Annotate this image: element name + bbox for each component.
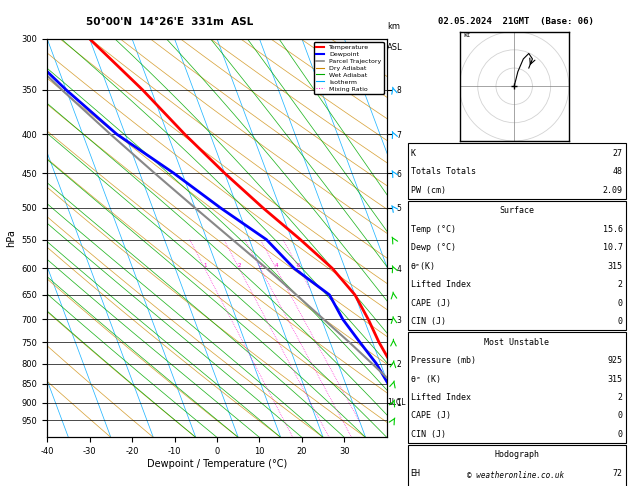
Text: 27: 27	[613, 149, 623, 158]
Text: CAPE (J): CAPE (J)	[411, 412, 451, 420]
Text: 15.6: 15.6	[603, 225, 623, 234]
Text: 3: 3	[259, 263, 262, 268]
Text: © weatheronline.co.uk: © weatheronline.co.uk	[467, 471, 564, 480]
Text: 1: 1	[203, 263, 206, 268]
Text: PW (cm): PW (cm)	[411, 186, 446, 195]
Text: 2: 2	[237, 263, 241, 268]
Text: kt: kt	[463, 32, 470, 38]
Text: CAPE (J): CAPE (J)	[411, 299, 451, 308]
Text: km: km	[387, 22, 400, 31]
Text: Hodograph: Hodograph	[494, 451, 539, 459]
Text: Lifted Index: Lifted Index	[411, 393, 470, 402]
Text: Dewp (°C): Dewp (°C)	[411, 243, 456, 252]
Text: Temp (°C): Temp (°C)	[411, 225, 456, 234]
Text: 10.7: 10.7	[603, 243, 623, 252]
Text: ASL: ASL	[387, 43, 403, 52]
Text: Most Unstable: Most Unstable	[484, 338, 549, 347]
Text: EH: EH	[411, 469, 421, 478]
X-axis label: Dewpoint / Temperature (°C): Dewpoint / Temperature (°C)	[147, 459, 287, 469]
Text: 2.09: 2.09	[603, 186, 623, 195]
Text: 925: 925	[608, 356, 623, 365]
Text: 315: 315	[608, 375, 623, 383]
Text: 1LCL: 1LCL	[387, 398, 406, 407]
Text: Pressure (mb): Pressure (mb)	[411, 356, 476, 365]
Text: 50°00'N  14°26'E  331m  ASL: 50°00'N 14°26'E 331m ASL	[86, 17, 253, 27]
Text: 48: 48	[613, 168, 623, 176]
Text: Lifted Index: Lifted Index	[411, 280, 470, 289]
Text: 315: 315	[608, 262, 623, 271]
Text: Mixing Ratio (g/kg): Mixing Ratio (g/kg)	[431, 202, 440, 275]
Text: 0: 0	[618, 430, 623, 439]
Text: 02.05.2024  21GMT  (Base: 06): 02.05.2024 21GMT (Base: 06)	[438, 17, 594, 26]
Text: 0: 0	[618, 412, 623, 420]
Text: 0: 0	[618, 317, 623, 326]
Text: CIN (J): CIN (J)	[411, 430, 446, 439]
Text: 2: 2	[618, 393, 623, 402]
Y-axis label: hPa: hPa	[6, 229, 16, 247]
Legend: Temperature, Dewpoint, Parcel Trajectory, Dry Adiabat, Wet Adiabat, Isotherm, Mi: Temperature, Dewpoint, Parcel Trajectory…	[314, 42, 384, 94]
Text: 0: 0	[618, 299, 623, 308]
Text: 4: 4	[274, 263, 278, 268]
Text: 6: 6	[297, 263, 301, 268]
Text: 72: 72	[613, 469, 623, 478]
Text: θᵉ(K): θᵉ(K)	[411, 262, 436, 271]
Text: 2: 2	[618, 280, 623, 289]
Text: Totals Totals: Totals Totals	[411, 168, 476, 176]
Text: CIN (J): CIN (J)	[411, 317, 446, 326]
Text: Surface: Surface	[499, 207, 534, 215]
Text: K: K	[411, 149, 416, 158]
Text: θᵉ (K): θᵉ (K)	[411, 375, 441, 383]
